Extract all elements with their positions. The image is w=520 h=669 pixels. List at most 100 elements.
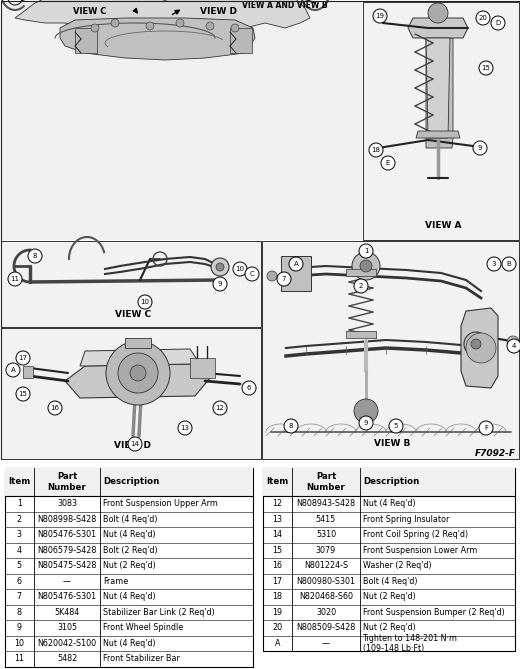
Text: B: B xyxy=(506,261,511,267)
Text: 16: 16 xyxy=(272,561,282,570)
Text: N805475-S428: N805475-S428 xyxy=(37,561,97,570)
Text: 9: 9 xyxy=(17,624,22,632)
Polygon shape xyxy=(60,18,255,60)
Text: 20: 20 xyxy=(478,15,487,21)
Text: Frame: Frame xyxy=(103,577,128,586)
Text: Bolt (4 Req'd): Bolt (4 Req'd) xyxy=(103,514,158,524)
Polygon shape xyxy=(416,131,460,138)
Text: 9: 9 xyxy=(478,145,482,151)
Circle shape xyxy=(507,339,520,353)
Bar xyxy=(1,2,362,240)
Polygon shape xyxy=(426,38,453,148)
Text: N808998-S428: N808998-S428 xyxy=(37,514,97,524)
Text: 17: 17 xyxy=(19,355,28,361)
Text: 18: 18 xyxy=(272,592,282,601)
Text: 12: 12 xyxy=(216,405,225,411)
Text: 3: 3 xyxy=(17,531,22,539)
Circle shape xyxy=(91,24,99,32)
Text: Item: Item xyxy=(266,478,289,486)
Polygon shape xyxy=(65,364,210,398)
Circle shape xyxy=(373,9,387,23)
Circle shape xyxy=(213,401,227,415)
Circle shape xyxy=(284,419,298,433)
Circle shape xyxy=(176,19,184,27)
Circle shape xyxy=(213,277,227,291)
Text: 13: 13 xyxy=(272,514,282,524)
Text: Nut (2 Req'd): Nut (2 Req'd) xyxy=(362,624,415,632)
Text: 3: 3 xyxy=(492,261,496,267)
Polygon shape xyxy=(461,308,498,388)
Circle shape xyxy=(476,11,490,25)
Text: 17: 17 xyxy=(272,577,282,586)
Bar xyxy=(263,468,515,496)
Text: 10: 10 xyxy=(236,266,244,272)
Text: 9: 9 xyxy=(218,281,222,287)
Polygon shape xyxy=(15,0,310,28)
Text: VIEW A AND VIEW B: VIEW A AND VIEW B xyxy=(242,1,328,11)
Text: VIEW C: VIEW C xyxy=(115,310,151,319)
Bar xyxy=(346,331,376,338)
Circle shape xyxy=(211,258,229,276)
Bar xyxy=(263,468,515,651)
Text: —: — xyxy=(63,577,71,586)
Circle shape xyxy=(466,333,496,363)
Text: 2: 2 xyxy=(17,514,22,524)
Text: 1: 1 xyxy=(17,499,22,508)
Text: 18: 18 xyxy=(371,147,381,153)
Text: 11: 11 xyxy=(10,276,20,282)
Bar xyxy=(346,269,376,276)
Text: Stabilizer Bar Link (2 Req'd): Stabilizer Bar Link (2 Req'd) xyxy=(103,607,215,617)
Text: 14: 14 xyxy=(272,531,282,539)
Circle shape xyxy=(464,332,488,356)
Text: N806579-S428: N806579-S428 xyxy=(37,546,97,555)
Text: 12: 12 xyxy=(272,499,282,508)
Text: 5310: 5310 xyxy=(316,531,336,539)
Text: E: E xyxy=(386,160,390,166)
Text: Washer (2 Req'd): Washer (2 Req'd) xyxy=(362,561,431,570)
Circle shape xyxy=(8,272,22,286)
Text: 8: 8 xyxy=(17,607,22,617)
Polygon shape xyxy=(408,18,468,38)
Text: N808943-S428: N808943-S428 xyxy=(296,499,356,508)
Circle shape xyxy=(130,365,146,381)
Circle shape xyxy=(16,387,30,401)
Circle shape xyxy=(354,279,368,293)
Circle shape xyxy=(502,257,516,271)
Text: VIEW B: VIEW B xyxy=(374,439,410,448)
Circle shape xyxy=(381,156,395,170)
Text: 5: 5 xyxy=(394,423,398,429)
Text: N800980-S301: N800980-S301 xyxy=(296,577,356,586)
Circle shape xyxy=(242,381,256,395)
Text: A: A xyxy=(294,261,298,267)
Circle shape xyxy=(289,257,303,271)
Text: N805476-S301: N805476-S301 xyxy=(37,592,97,601)
Text: Front Wheel Spindle: Front Wheel Spindle xyxy=(103,624,183,632)
Bar xyxy=(190,358,215,378)
Text: Front Spring Insulator: Front Spring Insulator xyxy=(362,514,449,524)
Text: 11: 11 xyxy=(10,0,20,1)
Text: 7: 7 xyxy=(282,276,286,282)
Text: A: A xyxy=(275,639,280,648)
Circle shape xyxy=(491,16,505,30)
Text: 16: 16 xyxy=(50,405,59,411)
Bar xyxy=(281,256,311,291)
Text: 8: 8 xyxy=(33,253,37,259)
Circle shape xyxy=(106,341,170,405)
Circle shape xyxy=(428,3,448,23)
Text: 10: 10 xyxy=(140,299,150,305)
Text: Description: Description xyxy=(103,478,160,486)
Bar xyxy=(363,2,519,240)
Bar xyxy=(230,28,252,53)
Text: Nut (4 Req'd): Nut (4 Req'd) xyxy=(362,499,415,508)
Text: Part
Number: Part Number xyxy=(307,472,345,492)
Circle shape xyxy=(473,141,487,155)
Circle shape xyxy=(245,267,259,281)
Text: N808509-S428: N808509-S428 xyxy=(296,624,356,632)
Circle shape xyxy=(369,143,383,157)
Text: Front Suspension Upper Arm: Front Suspension Upper Arm xyxy=(103,499,218,508)
Text: 11: 11 xyxy=(14,654,24,663)
Text: N620042-S100: N620042-S100 xyxy=(37,639,97,648)
Circle shape xyxy=(178,421,192,435)
Circle shape xyxy=(267,271,277,281)
Text: 20: 20 xyxy=(272,624,282,632)
